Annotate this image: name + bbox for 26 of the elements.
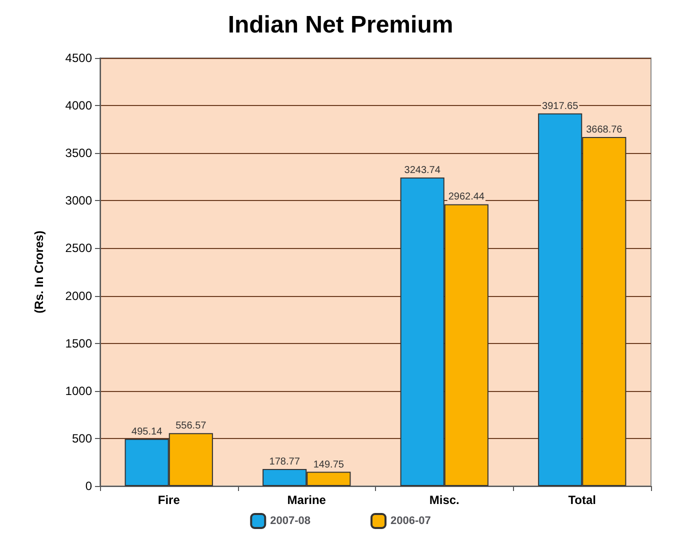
y-tick-label: 1500 [65,336,92,350]
x-tick-label: Marine [287,493,326,507]
y-axis-title: (Rs. In Crores) [32,230,46,314]
y-tick-label: 4500 [65,51,92,65]
data-label: 3668.76 [586,124,623,136]
x-tick-label: Misc. [429,493,460,507]
data-label: 2962.44 [448,192,485,203]
y-tick-label: 500 [72,431,92,446]
y-tick-label: 4000 [65,98,92,113]
data-label: 3917.65 [542,100,579,112]
data-label: 3243.74 [404,164,441,176]
y-tick-label: 1000 [65,384,92,398]
x-tick-label: Fire [158,493,180,507]
legend-label: 2007-08 [270,515,311,527]
legend-label: 2006-07 [390,515,431,527]
y-tick-label: 2500 [65,241,92,256]
data-label: 556.57 [176,420,207,432]
data-label: 495.14 [132,426,163,438]
y-tick-label: 0 [85,479,92,493]
data-label: 149.75 [313,459,344,470]
data-label: 178.77 [269,456,300,468]
y-tick-label: 2000 [65,288,92,303]
x-tick-label: Total [568,493,596,507]
chart-title: Indian Net Premium [228,12,454,38]
y-tick-label: 3500 [65,146,92,160]
y-tick-label: 3000 [65,194,92,208]
